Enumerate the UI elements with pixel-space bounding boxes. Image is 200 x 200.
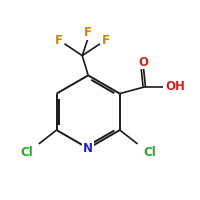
Text: OH: OH (165, 80, 185, 93)
Text: Cl: Cl (20, 146, 33, 159)
Text: F: F (84, 26, 92, 39)
Text: O: O (138, 56, 148, 69)
Text: F: F (102, 34, 110, 47)
Text: Cl: Cl (143, 146, 156, 159)
Text: F: F (55, 34, 63, 47)
Text: N: N (83, 142, 93, 155)
